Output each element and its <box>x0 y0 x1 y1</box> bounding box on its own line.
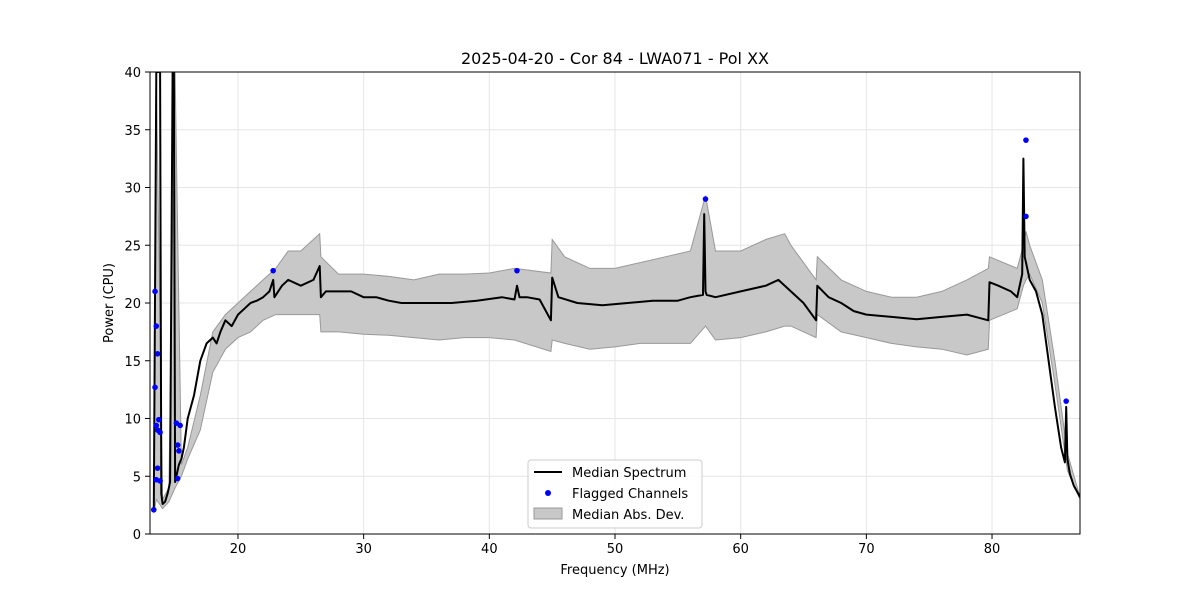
y-axis-label: Power (CPU) <box>102 263 117 343</box>
legend-flagged-label: Flagged Channels <box>572 487 688 502</box>
flagged-point <box>177 422 183 429</box>
chart-title: 2025-04-20 - Cor 84 - LWA071 - Pol XX <box>461 49 769 68</box>
mad-band <box>153 72 1080 514</box>
legend-box <box>527 459 703 529</box>
x-tick-label: 20 <box>230 542 247 557</box>
x-axis: 20 30 40 50 60 70 80 <box>230 534 1001 557</box>
legend-flagged-swatch <box>545 490 551 496</box>
y-tick-label: 10 <box>124 413 141 428</box>
flagged-point <box>1023 137 1029 143</box>
flagged-point <box>174 475 181 482</box>
flagged-point <box>150 506 157 513</box>
legend-mad-swatch <box>533 507 563 520</box>
y-tick-label: 35 <box>124 124 141 139</box>
flagged-point <box>176 448 182 454</box>
flagged-point <box>154 465 161 471</box>
y-tick-label: 25 <box>124 239 141 254</box>
y-tick-label: 15 <box>124 355 141 370</box>
flagged-point <box>155 416 162 423</box>
flagged-point <box>174 442 181 448</box>
x-tick-label: 70 <box>858 542 875 557</box>
x-axis-label: Frequency (MHz) <box>560 563 669 578</box>
y-tick-label: 0 <box>133 528 141 543</box>
y-tick-label: 30 <box>124 182 141 197</box>
flagged-point <box>157 478 163 484</box>
median-line-layer <box>152 72 1080 510</box>
flagged-point <box>152 288 158 295</box>
flagged-point <box>153 323 160 329</box>
legend: Median Spectrum Flagged Channels Median … <box>527 459 703 529</box>
x-tick-label: 60 <box>732 542 749 557</box>
median-spectrum-line <box>152 72 1080 510</box>
legend-median-label: Median Spectrum <box>572 466 686 481</box>
flagged-point <box>702 196 709 202</box>
x-tick-label: 30 <box>355 542 372 557</box>
flagged-points-layer <box>150 137 1069 513</box>
y-tick-label: 20 <box>124 297 141 312</box>
x-tick-label: 80 <box>984 542 1001 557</box>
flagged-point <box>153 422 160 429</box>
y-tick-label: 5 <box>133 470 141 485</box>
mad-band-layer <box>153 72 1080 514</box>
flagged-point <box>1063 398 1069 404</box>
flagged-point <box>152 384 158 391</box>
legend-mad-label: Median Abs. Dev. <box>572 508 684 523</box>
flagged-point <box>157 429 163 436</box>
flagged-point <box>1023 213 1029 220</box>
flagged-point <box>154 351 161 357</box>
y-tick-label: 40 <box>124 66 141 81</box>
x-tick-label: 50 <box>607 542 624 557</box>
y-axis: 0 5 10 15 20 25 30 35 40 <box>124 66 150 543</box>
x-tick-label: 40 <box>481 542 498 557</box>
flagged-point <box>270 267 276 274</box>
flagged-point <box>514 267 520 274</box>
